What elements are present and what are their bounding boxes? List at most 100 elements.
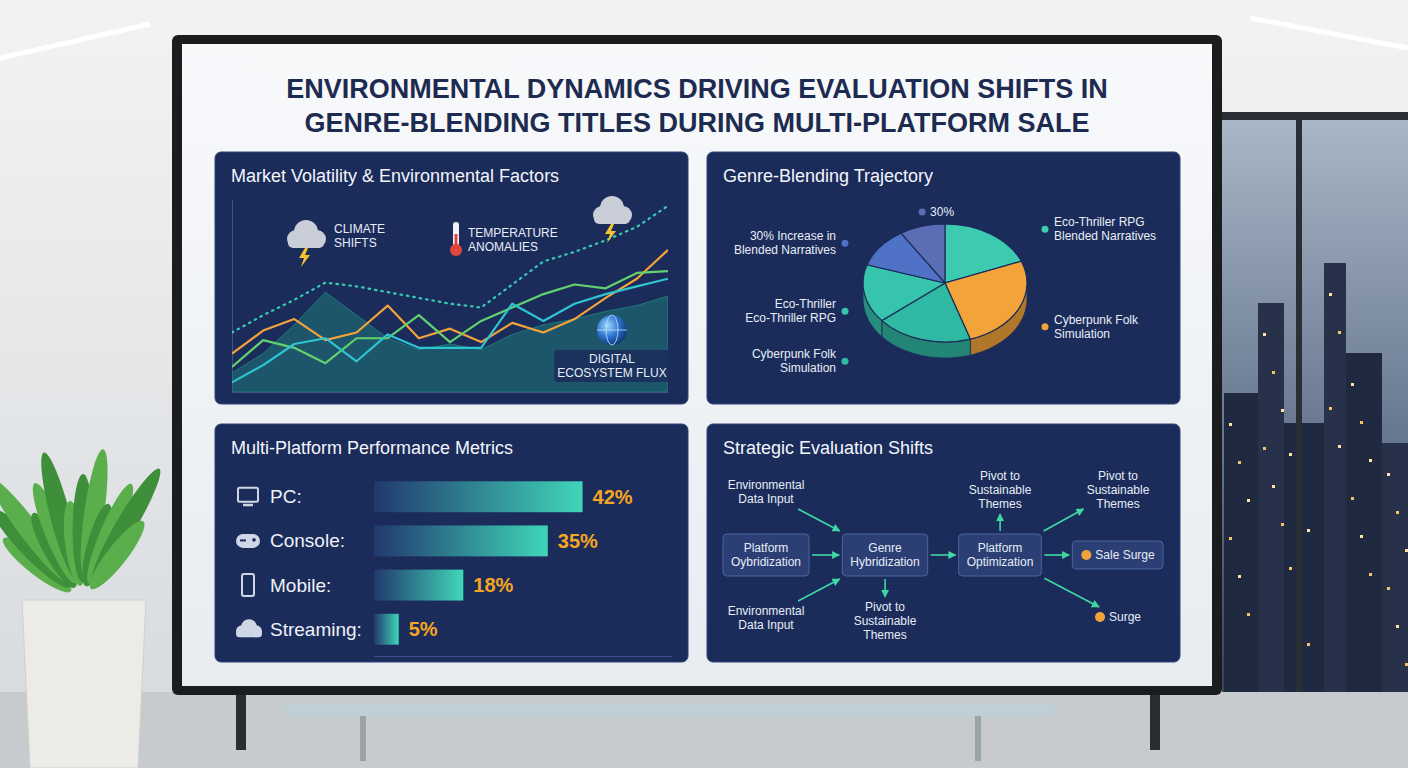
flow-node: Sale Surge (1072, 541, 1163, 569)
slice-label: Cyberpunk FolkSimulation (752, 347, 837, 375)
flow-dot (1081, 550, 1091, 560)
bar (374, 525, 548, 556)
window-mullion (1296, 118, 1302, 693)
panel (707, 424, 1180, 662)
lightning (299, 248, 310, 267)
city-light (1281, 409, 1284, 412)
platform-icon (236, 619, 262, 637)
text-line: Sustainable (854, 614, 917, 628)
text-line: Environmental (728, 478, 805, 492)
panel (215, 152, 688, 404)
text-line: SHIFTS (334, 236, 377, 250)
x-axis (374, 656, 672, 657)
flow-arrow (1044, 578, 1099, 607)
flow-node: GenreHybridization (842, 534, 927, 576)
text-line: Eco-Thriller RPG (745, 311, 836, 325)
text-line: CLIMATE (334, 222, 385, 236)
glass-table (285, 704, 1055, 716)
slice-label: Eco-Thriller RPGBlended Narratives (1054, 215, 1156, 243)
city-light (1387, 587, 1390, 590)
axis-line (374, 656, 672, 657)
panel (215, 424, 688, 662)
text-line: Simulation (780, 361, 836, 375)
category-label: Mobile: (270, 575, 331, 596)
building (1284, 423, 1324, 693)
text-line: Data Input (738, 492, 794, 506)
text-line: 30% Increase in (750, 229, 836, 243)
category-label: PC: (270, 486, 302, 507)
flow-label: EnvironmentalData Input (728, 478, 805, 506)
text-line: Themes (1096, 497, 1139, 511)
text-line: Blended Narratives (1054, 229, 1156, 243)
text-line: Data Input (738, 618, 794, 632)
cloud-icon (593, 196, 632, 243)
text-line: Sustainable (1087, 483, 1150, 497)
line (232, 279, 668, 383)
text-line: Environmental (728, 604, 805, 618)
line (232, 206, 668, 333)
cloud-part (288, 238, 324, 248)
text-line: Optimization (967, 555, 1034, 569)
flow-arrow (798, 509, 840, 531)
city-light (1307, 529, 1310, 532)
globe-icon (597, 315, 627, 345)
city-light (1263, 447, 1266, 450)
city-light (1247, 613, 1250, 616)
flow-label: GenreHybridization (850, 541, 919, 569)
stand-leg (1150, 690, 1160, 750)
building (1382, 443, 1408, 693)
flow-label: PlatformOybridization (731, 541, 801, 569)
board-frame (172, 35, 1222, 695)
panel-title: Multi-Platform Performance Metrics (231, 438, 513, 458)
annotation: DIGITALECOSYSTEM FLUX (554, 350, 669, 382)
text-line: Pivot to (980, 469, 1020, 483)
building (1258, 303, 1284, 693)
bar (374, 614, 399, 645)
text-line: Blended Narratives (734, 243, 836, 257)
plant-pot (22, 600, 146, 768)
panel-title: Genre-Blending Trajectory (723, 166, 933, 186)
city-light (1338, 445, 1341, 448)
flow-label: Surge (1109, 610, 1141, 624)
icon-part (236, 534, 260, 548)
city-light (1272, 485, 1275, 488)
text-line: ANOMALIES (468, 240, 538, 254)
bar (374, 570, 463, 601)
lightning (605, 224, 616, 243)
city-light (1338, 331, 1341, 334)
city-light (1405, 663, 1408, 666)
panel-title: Market Volatility & Environmental Factor… (231, 166, 559, 186)
data-label: 5% (409, 618, 438, 640)
thermometer-icon (450, 222, 462, 256)
cloud-part (594, 214, 630, 224)
city-light (1238, 461, 1241, 464)
table-leg (975, 716, 981, 761)
globe-line (597, 330, 627, 331)
platform-icon (238, 488, 258, 507)
flow-node: Pivot toSustainableThemes (1087, 469, 1150, 511)
icon-part (240, 539, 246, 541)
building (1224, 393, 1258, 693)
category-label: Streaming: (270, 619, 362, 640)
flow-label: Sale Surge (1095, 548, 1155, 562)
label-dot (919, 208, 926, 215)
city-light (1329, 293, 1332, 296)
annotation-text: TEMPERATUREANOMALIES (468, 226, 558, 254)
city-light (1351, 383, 1354, 386)
city-light (1360, 421, 1363, 424)
text-line: Hybridization (850, 555, 919, 569)
text-line: Sale Surge (1095, 548, 1155, 562)
building (1346, 353, 1382, 693)
text-line: DIGITAL (589, 352, 635, 366)
city-light (1351, 497, 1354, 500)
plant (0, 448, 168, 768)
flow-arrow (1044, 509, 1084, 531)
city-light (1360, 535, 1363, 538)
flow-label: Pivot toSustainableThemes (1087, 469, 1150, 511)
cloud-icon (287, 220, 326, 267)
line (232, 271, 668, 367)
text-line: TEMPERATURE (468, 226, 558, 240)
building (1324, 263, 1346, 693)
text-line: Eco-Thriller (775, 297, 836, 311)
city-light (1369, 459, 1372, 462)
